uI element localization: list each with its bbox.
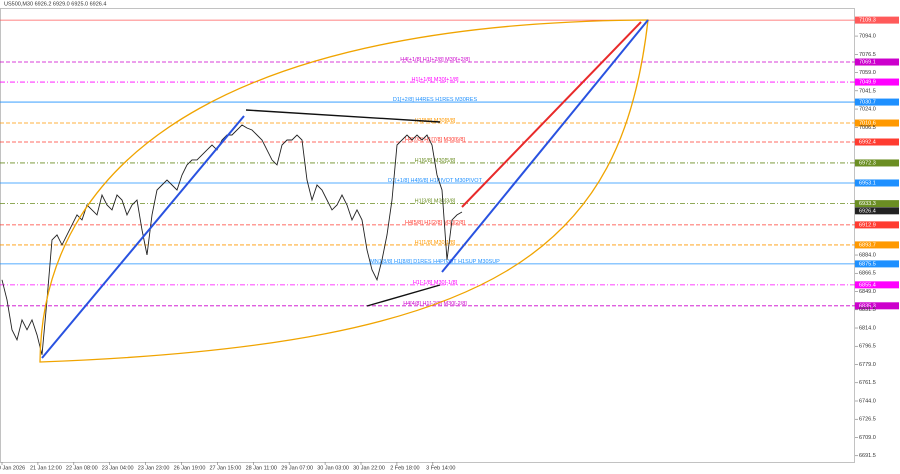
y-tick-label: 7076.5	[859, 52, 876, 58]
price-tag-label: 6953.1	[859, 180, 876, 186]
y-tick-label: 7059.0	[859, 70, 876, 76]
x-tick-label: 20 Jan 2026	[0, 465, 25, 471]
price-tag	[855, 221, 899, 229]
y-tick-label: 6884.0	[859, 252, 876, 258]
trend-line	[366, 284, 441, 307]
price-tag-label: 6926.4	[859, 208, 876, 214]
price-tag-label: 7069.1	[859, 59, 876, 65]
y-tick-label: 6814.0	[859, 325, 876, 331]
price-tag-label: 7010.6	[859, 120, 876, 126]
price-line	[1, 124, 463, 355]
price-tag	[855, 138, 899, 146]
x-tick-label: 29 Jan 07:00	[281, 465, 313, 471]
x-tick-label: 2 Feb 18:00	[390, 465, 419, 471]
drawings	[39, 19, 649, 363]
price-tag-label: 6855.4	[859, 282, 876, 288]
price-tag-label: 6835.3	[859, 303, 876, 309]
price-tag	[855, 179, 899, 187]
x-tick-label: 26 Jan 19:00	[174, 465, 206, 471]
price-tag-label: 7030.7	[859, 100, 876, 106]
level-label: H1[3/8] M30[3/8]	[415, 199, 456, 205]
price-tag-label: 6972.3	[859, 160, 876, 166]
price-tag	[855, 260, 899, 268]
price-tag-label: 6912.9	[859, 222, 876, 228]
y-tick-label: 6726.5	[859, 417, 876, 423]
price-tag	[855, 159, 899, 167]
level-label: H1[-1/8] M30[-1/8]	[413, 280, 458, 286]
price-series	[1, 124, 463, 355]
price-tag	[855, 16, 899, 24]
x-tick-label: 28 Jan 11:00	[246, 465, 277, 471]
y-tick-label: 6691.5	[859, 453, 876, 459]
trend-line	[41, 115, 245, 359]
trend-line	[441, 19, 649, 273]
y-axis: 7094.0 7076.5 7059.0 7041.5 7024.0 7006.5 6884…	[0, 34, 876, 472]
price-tag	[855, 58, 899, 66]
price-tag	[855, 207, 899, 215]
x-tick-label: 27 Jan 15:00	[209, 465, 241, 471]
level-label: H4[5/8] H1[2/8] M30[2/8]	[405, 220, 465, 226]
price-tag	[855, 119, 899, 127]
y-tick-label: 6709.0	[859, 435, 876, 441]
y-tick-label: 6761.5	[859, 380, 876, 386]
y-tick-label: 6831.5	[859, 307, 876, 313]
plot-frame	[0, 8, 855, 463]
level-label: H1[+1/8] M30[+1/8]	[411, 77, 459, 83]
y-tick-label: 7006.5	[859, 125, 876, 131]
price-tag	[855, 200, 899, 208]
y-tick-label: 7024.0	[859, 107, 876, 113]
x-tick-label: 30 Jan 03:00	[317, 465, 349, 471]
price-tag-label: 7049.9	[859, 80, 876, 86]
level-label: H1[6/8] M30[5/8]	[415, 158, 456, 164]
level-label: H4[+1/8] H1[+2/8] M30[+2/8]	[400, 57, 470, 63]
y-tick-label: 6866.5	[859, 271, 876, 277]
level-label: D1[+2/8] H4RES H1RES M30RES	[393, 97, 478, 103]
price-tag	[855, 302, 899, 310]
level-label: H1[1/8] M30[1/8]	[415, 240, 456, 246]
y-tick-label: 6744.0	[859, 398, 876, 404]
y-tick-label: 6779.0	[859, 362, 876, 368]
y-tick-label: 7041.5	[859, 88, 876, 94]
price-tag-label: 6893.7	[859, 242, 876, 248]
x-tick-label: 30 Jan 22:00	[353, 465, 385, 471]
level-label: MN1[8/8] H1[8/8] D1RES H4PIVOT H1SUP M30…	[370, 259, 500, 265]
price-tag-label: 6992.4	[859, 139, 876, 145]
x-tick-label: 21 Jan 12:00	[30, 465, 62, 471]
price-tag	[855, 241, 899, 249]
x-tick-label: 23 Jan 04:00	[102, 465, 134, 471]
y-tick-label: 6849.0	[859, 289, 876, 295]
levels: 7109.3 H4[+1/8] H1[+2/8] M30[+2/8] 7069.1 H…	[0, 16, 899, 310]
level-label: D1[+1/8] H4[6/8] H1PIVOT M30PIVOT	[388, 178, 483, 184]
price-tag	[855, 78, 899, 86]
chart-title: US500,M30 6926.2 6929.0 6925.0 6926.4	[4, 1, 106, 7]
trend-line	[245, 109, 441, 123]
y-tick-label: 7094.0	[859, 34, 876, 40]
level-label: H1[8/8] M30[8/8]	[415, 118, 456, 124]
level-label: H4[7/8] H1[7/8] M30[6/8]	[405, 137, 465, 143]
x-tick-label: 3 Feb 14:00	[426, 465, 455, 471]
price-tag-label: 6933.3	[859, 201, 876, 207]
price-tag	[855, 281, 899, 289]
x-tick-label: 23 Jan 23:00	[138, 465, 170, 471]
x-tick-label: 22 Jan 08:00	[66, 465, 98, 471]
price-tag	[855, 98, 899, 106]
price-tag-label: 7109.3	[859, 18, 876, 24]
y-tick-label: 6796.5	[859, 344, 876, 350]
price-tag-label: 6875.5	[859, 261, 876, 267]
trend-line	[461, 21, 642, 208]
